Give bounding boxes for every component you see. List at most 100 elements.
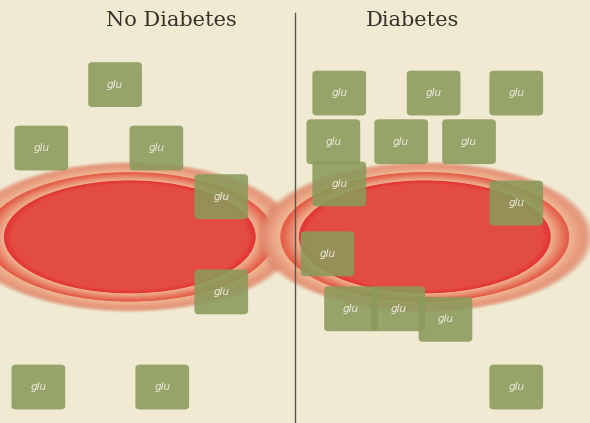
Ellipse shape	[297, 180, 553, 294]
Text: glu: glu	[437, 314, 454, 324]
Ellipse shape	[0, 165, 289, 308]
Ellipse shape	[1, 179, 258, 294]
Ellipse shape	[266, 165, 584, 308]
FancyBboxPatch shape	[135, 365, 189, 409]
Ellipse shape	[281, 173, 569, 301]
Ellipse shape	[301, 181, 548, 292]
Ellipse shape	[266, 166, 584, 308]
Ellipse shape	[259, 162, 590, 311]
Ellipse shape	[289, 176, 562, 298]
Text: glu: glu	[508, 382, 525, 392]
Ellipse shape	[0, 166, 289, 308]
Ellipse shape	[0, 175, 267, 299]
Ellipse shape	[270, 168, 580, 306]
Ellipse shape	[258, 162, 590, 312]
Ellipse shape	[269, 167, 581, 307]
Text: glu: glu	[325, 137, 342, 147]
Ellipse shape	[267, 166, 582, 308]
Ellipse shape	[273, 169, 576, 305]
Ellipse shape	[0, 167, 287, 307]
Ellipse shape	[286, 174, 564, 299]
Ellipse shape	[272, 168, 577, 305]
Ellipse shape	[10, 183, 250, 291]
FancyBboxPatch shape	[15, 126, 68, 170]
Ellipse shape	[275, 170, 575, 304]
Ellipse shape	[0, 162, 297, 312]
Ellipse shape	[298, 180, 552, 294]
FancyBboxPatch shape	[490, 181, 543, 225]
Text: glu: glu	[154, 382, 171, 392]
Ellipse shape	[9, 183, 251, 291]
Ellipse shape	[0, 169, 281, 305]
Ellipse shape	[0, 170, 278, 304]
Ellipse shape	[12, 184, 248, 290]
Ellipse shape	[0, 162, 296, 311]
Ellipse shape	[302, 182, 548, 292]
Ellipse shape	[291, 177, 559, 297]
Ellipse shape	[0, 168, 283, 305]
Ellipse shape	[260, 163, 590, 311]
Ellipse shape	[303, 182, 546, 291]
Ellipse shape	[0, 173, 274, 301]
Ellipse shape	[0, 170, 278, 303]
Ellipse shape	[0, 167, 286, 307]
Ellipse shape	[0, 168, 284, 306]
Ellipse shape	[1, 179, 260, 295]
Ellipse shape	[263, 165, 586, 309]
Ellipse shape	[300, 181, 550, 293]
Ellipse shape	[0, 163, 294, 310]
Text: No Diabetes: No Diabetes	[106, 11, 237, 30]
FancyBboxPatch shape	[88, 62, 142, 107]
FancyBboxPatch shape	[12, 365, 65, 409]
Ellipse shape	[0, 171, 277, 303]
Text: glu: glu	[390, 304, 407, 314]
Ellipse shape	[291, 177, 558, 297]
FancyBboxPatch shape	[195, 269, 248, 314]
Text: glu: glu	[30, 382, 47, 392]
Text: glu: glu	[461, 137, 477, 147]
Ellipse shape	[0, 171, 276, 302]
Ellipse shape	[293, 178, 557, 296]
Ellipse shape	[271, 168, 578, 305]
Ellipse shape	[0, 172, 275, 302]
Ellipse shape	[0, 177, 263, 297]
Text: glu: glu	[508, 198, 525, 208]
Ellipse shape	[0, 165, 290, 309]
Ellipse shape	[0, 176, 264, 297]
Ellipse shape	[0, 166, 288, 308]
Ellipse shape	[0, 174, 271, 300]
Text: glu: glu	[425, 88, 442, 98]
Ellipse shape	[8, 182, 251, 291]
Ellipse shape	[0, 170, 280, 304]
Text: glu: glu	[508, 88, 525, 98]
FancyBboxPatch shape	[407, 71, 460, 115]
Ellipse shape	[277, 170, 573, 303]
Ellipse shape	[283, 173, 567, 300]
Ellipse shape	[278, 171, 572, 303]
Ellipse shape	[11, 184, 249, 290]
Ellipse shape	[261, 163, 589, 310]
FancyBboxPatch shape	[313, 71, 366, 115]
Ellipse shape	[0, 163, 295, 311]
Text: Diabetes: Diabetes	[366, 11, 459, 30]
Ellipse shape	[4, 181, 256, 293]
FancyBboxPatch shape	[442, 119, 496, 164]
Ellipse shape	[256, 162, 590, 312]
Ellipse shape	[305, 183, 545, 291]
FancyBboxPatch shape	[307, 119, 360, 164]
Ellipse shape	[296, 179, 555, 295]
Text: glu: glu	[33, 143, 50, 153]
Ellipse shape	[290, 176, 559, 297]
Text: glu: glu	[213, 287, 230, 297]
Ellipse shape	[0, 162, 297, 312]
Ellipse shape	[0, 175, 268, 299]
Text: glu: glu	[213, 192, 230, 202]
Ellipse shape	[293, 178, 556, 296]
Ellipse shape	[306, 184, 544, 290]
FancyBboxPatch shape	[372, 286, 425, 331]
FancyBboxPatch shape	[490, 71, 543, 115]
Ellipse shape	[307, 184, 543, 290]
Ellipse shape	[0, 173, 272, 300]
Ellipse shape	[289, 176, 560, 298]
Ellipse shape	[6, 181, 253, 292]
